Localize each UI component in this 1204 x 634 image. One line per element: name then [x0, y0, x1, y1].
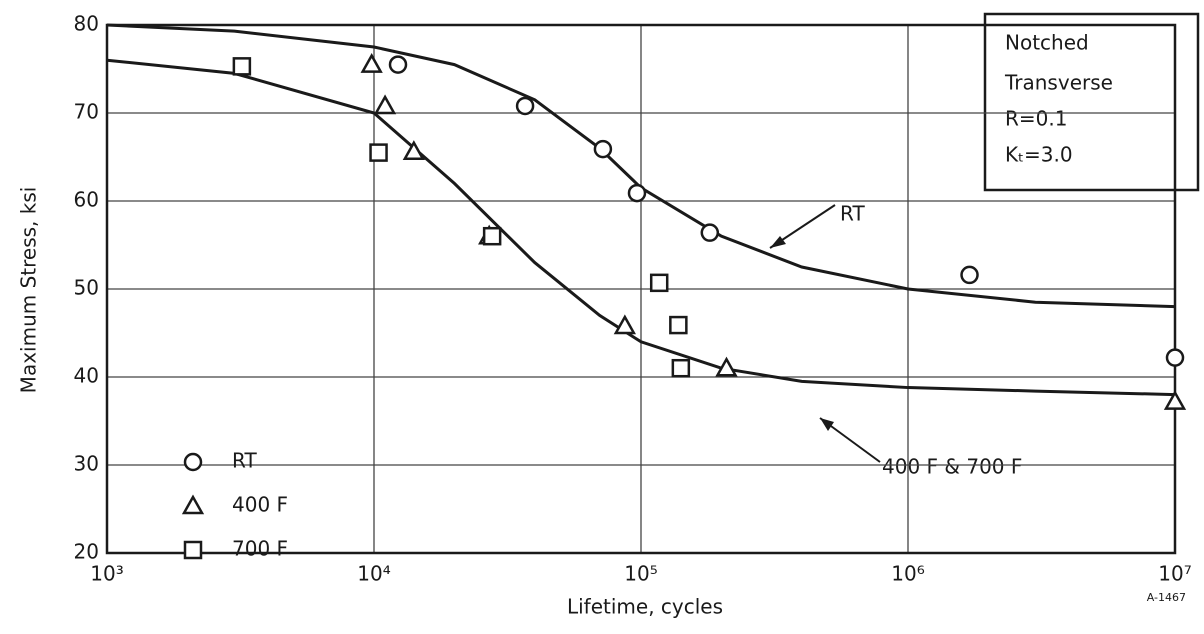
y-tick-label: 40: [74, 364, 99, 388]
x-tick-label: 10⁶: [891, 562, 924, 586]
data-point: [671, 358, 691, 378]
y-tick-label: 70: [74, 100, 99, 124]
legend-marker: [183, 452, 203, 472]
x-axis-label: Lifetime, cycles: [567, 595, 723, 619]
data-point: [593, 139, 613, 159]
legend-label: RT: [232, 449, 257, 473]
curve-label: RT: [840, 202, 865, 226]
curve-label: 400 F & 700 F: [882, 455, 1022, 479]
plot-frame: [105, 23, 1177, 555]
y-tick-label: 20: [74, 540, 99, 564]
fit-curve: [106, 23, 1176, 309]
annotation: Kₜ=3.0: [1005, 143, 1073, 167]
data-point: [515, 96, 535, 116]
data-point: [613, 314, 636, 335]
data-point: [360, 53, 383, 73]
y-axis-label: Maximum Stress, ksi: [17, 187, 41, 394]
legend-label: 700 F: [232, 537, 288, 561]
data-point: [402, 140, 425, 160]
y-tick-label: 80: [74, 12, 99, 36]
annotation-box: [983, 12, 1200, 192]
x-tick-label: 10⁴: [357, 562, 390, 586]
legend-marker: [183, 540, 203, 560]
x-tick-label: 10⁵: [624, 562, 657, 586]
annotation: Notched: [1005, 31, 1089, 55]
data-point: [1163, 390, 1187, 410]
data-point: [369, 143, 388, 162]
legend-marker: [181, 494, 205, 515]
y-tick-label: 30: [74, 452, 99, 476]
data-point: [700, 223, 720, 242]
arrowhead: [820, 418, 834, 431]
x-tick-label: 10³: [90, 562, 123, 586]
data-point: [232, 57, 252, 76]
data-point: [649, 273, 669, 293]
data-point: [373, 94, 397, 115]
data-point: [482, 226, 502, 246]
data-point: [960, 265, 979, 285]
legend-label: 400 F: [232, 493, 288, 517]
data-point: [1165, 348, 1185, 367]
data-point: [669, 315, 688, 335]
data-point: [627, 183, 647, 203]
annotation: R=0.1: [1005, 107, 1067, 131]
data-point: [715, 356, 738, 377]
figure-id: A-1467: [1147, 591, 1186, 604]
data-point: [388, 55, 408, 74]
arrowhead: [770, 236, 786, 248]
x-tick-label: 10⁷: [1158, 562, 1191, 586]
annotation: Transverse: [1004, 71, 1113, 95]
y-tick-label: 50: [74, 276, 99, 300]
y-tick-label: 60: [74, 188, 99, 212]
